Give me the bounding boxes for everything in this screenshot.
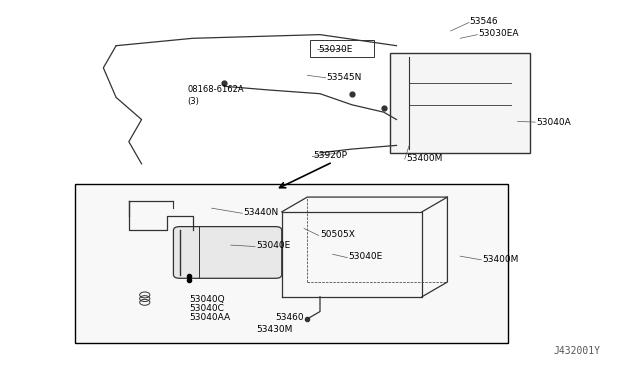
Text: 53040Q: 53040Q xyxy=(189,295,225,304)
Text: J432001Y: J432001Y xyxy=(554,346,600,356)
Text: 53030EA: 53030EA xyxy=(478,29,518,38)
Text: 50505X: 50505X xyxy=(320,230,355,239)
Text: 53040A: 53040A xyxy=(537,118,572,126)
Text: 53430M: 53430M xyxy=(256,325,292,334)
Text: 53040E: 53040E xyxy=(349,252,383,262)
Text: 53040E: 53040E xyxy=(256,241,291,250)
Text: 53440N: 53440N xyxy=(244,208,279,217)
FancyBboxPatch shape xyxy=(390,53,531,153)
Text: 53546: 53546 xyxy=(470,17,499,26)
Text: 53460: 53460 xyxy=(275,313,304,322)
Text: 53400M: 53400M xyxy=(483,254,519,264)
FancyBboxPatch shape xyxy=(173,227,282,278)
Text: 53040C: 53040C xyxy=(189,304,224,313)
FancyBboxPatch shape xyxy=(310,40,374,57)
Text: 53040AA: 53040AA xyxy=(189,313,230,322)
FancyBboxPatch shape xyxy=(75,184,508,343)
Text: 53920P: 53920P xyxy=(314,151,348,160)
Text: 53030E: 53030E xyxy=(318,45,353,54)
Text: 08168-6162A
(3): 08168-6162A (3) xyxy=(188,86,244,106)
Text: 53545N: 53545N xyxy=(326,73,362,81)
Text: 53400M: 53400M xyxy=(406,154,442,163)
